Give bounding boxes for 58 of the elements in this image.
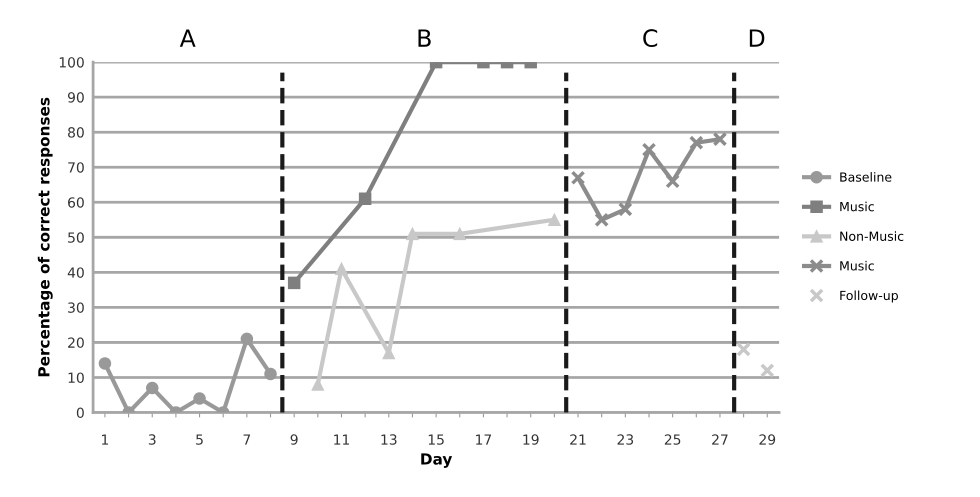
y-axis-title: Percentage of correct responses: [38, 98, 53, 376]
y-tick-label: 100: [60, 57, 84, 68]
x-tick-label: 25: [664, 434, 680, 445]
y-tick-label: 80: [68, 127, 84, 138]
x-tick-label: 3: [148, 434, 156, 445]
text: D: [750, 29, 764, 47]
legend-label: Music: [840, 260, 874, 271]
point: [312, 378, 324, 391]
point: [689, 135, 704, 150]
x-tick-label: 13: [381, 434, 397, 445]
x-tick-label: 17: [476, 434, 492, 445]
point: [594, 212, 609, 228]
y-tick-label: 60: [68, 197, 84, 208]
point: [712, 132, 728, 146]
point: [618, 202, 633, 217]
point: [146, 382, 158, 394]
x-tick-label: 27: [712, 434, 728, 445]
text: B: [418, 29, 431, 47]
legend-label: Non-Music: [840, 231, 904, 241]
point: [665, 174, 680, 189]
y-tick-label: 20: [68, 337, 84, 348]
x-axis-title: Day: [421, 453, 452, 468]
point: [98, 357, 112, 370]
point: [358, 192, 372, 206]
y-tick-label: 40: [68, 267, 84, 278]
point: [736, 342, 751, 357]
point: [548, 214, 561, 226]
text: C: [643, 29, 658, 48]
x-tick-label: 21: [570, 434, 586, 445]
point: [570, 170, 586, 186]
point: [760, 363, 775, 378]
point: [240, 332, 254, 346]
x-tick-label: 7: [244, 434, 250, 445]
x-tick-label: 5: [196, 434, 203, 445]
text: A: [180, 29, 196, 47]
y-tick-label: 10: [68, 372, 84, 383]
x-tick-label: 29: [759, 434, 776, 445]
point: [335, 262, 348, 276]
y-tick-label: 70: [68, 162, 84, 173]
point: [406, 228, 419, 240]
legend-label: Follow-up: [840, 290, 898, 303]
point: [193, 392, 206, 405]
legend-label: Baseline: [840, 172, 892, 182]
legend-label: Music: [840, 202, 874, 212]
y-tick-label: 90: [68, 92, 84, 103]
x-tick-label: 23: [618, 434, 634, 445]
y-tick-label: 50: [68, 232, 84, 243]
point: [642, 142, 656, 158]
point: [454, 228, 466, 240]
point: [288, 276, 300, 290]
x-tick-label: 9: [290, 434, 298, 445]
x-tick-label: 19: [523, 434, 539, 445]
y-tick-label: 30: [68, 302, 84, 313]
x-tick-label: 11: [334, 434, 350, 445]
x-tick-label: 15: [428, 434, 444, 445]
point: [264, 368, 277, 380]
x-tick-label: 1: [102, 434, 108, 445]
y-tick-label: 0: [76, 407, 84, 418]
